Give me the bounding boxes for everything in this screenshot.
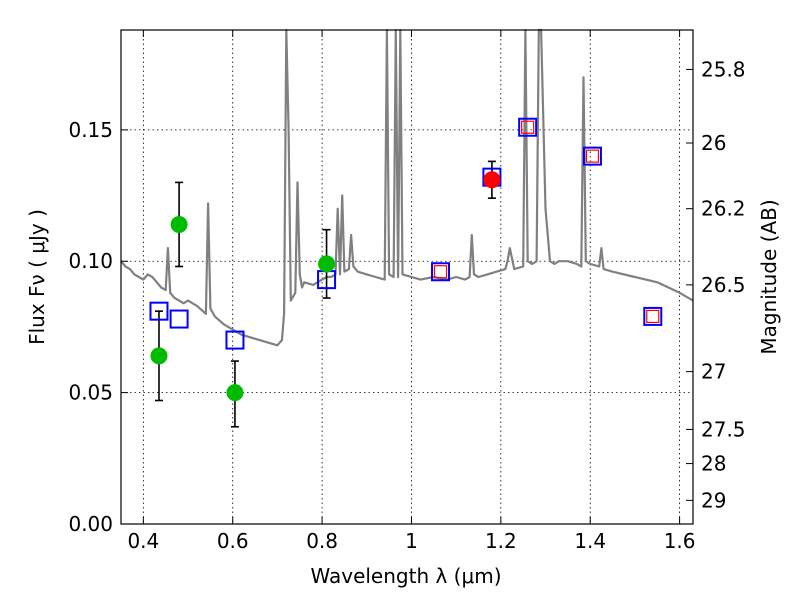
x-axis-ticks: 0.4 0.6 0.8 1 1.2 1.4 1.6	[127, 30, 696, 553]
y-tick-label: 0.15	[68, 118, 113, 142]
y-tick-label: 0.05	[68, 381, 113, 405]
y2-tick-label: 28	[701, 452, 726, 476]
data-point	[483, 171, 501, 189]
data-point	[318, 255, 336, 273]
plot-frame	[120, 29, 694, 525]
model-point	[169, 309, 189, 329]
y2-axis-title: Magnitude (AB)	[757, 199, 781, 354]
x-tick-label: 1.4	[574, 529, 606, 553]
model-point	[582, 146, 602, 166]
model-point	[518, 117, 538, 137]
x-tick-label: 1	[405, 529, 418, 553]
x-tick-label: 0.4	[127, 529, 159, 553]
y2-tick-label: 27.5	[701, 417, 746, 441]
inner-point	[521, 120, 535, 134]
y2-tick-label: 26	[701, 131, 726, 155]
y-tick-label: 0.10	[68, 249, 113, 273]
x-tick-label: 0.8	[306, 529, 338, 553]
y2-tick-label: 27	[701, 360, 726, 384]
spectrum-layer	[120, 28, 694, 347]
data-point	[150, 347, 168, 365]
y-axis-title: Flux Fν ( μJy )	[25, 209, 49, 345]
inner-point	[646, 309, 660, 324]
model-point	[225, 330, 245, 350]
data-point	[170, 215, 188, 233]
model-point	[643, 306, 663, 326]
y-axis-ticks: 0.00 0.05 0.10 0.15	[68, 118, 128, 536]
y2-tick-label: 29	[701, 488, 726, 512]
x-axis-title: Wavelength λ (μm)	[310, 564, 501, 588]
inner-point	[433, 265, 448, 279]
y-tick-label: 0.00	[68, 512, 113, 536]
data-point	[226, 384, 244, 402]
model-point	[431, 262, 451, 282]
inner-point	[585, 149, 600, 163]
x-tick-label: 1.2	[485, 529, 517, 553]
x-tick-label: 1.6	[664, 529, 696, 553]
marker-layer	[149, 117, 663, 402]
model-point	[149, 301, 169, 321]
grid	[121, 30, 693, 524]
x-tick-label: 0.6	[217, 529, 249, 553]
spectrum-line	[120, 28, 694, 347]
y2-axis-ticks: 25.8 26 26.2 26.5 27 27.5 28 29	[686, 57, 746, 512]
y2-tick-label: 25.8	[701, 57, 746, 81]
y2-tick-label: 26.2	[701, 197, 746, 221]
y2-tick-label: 26.5	[701, 273, 746, 297]
